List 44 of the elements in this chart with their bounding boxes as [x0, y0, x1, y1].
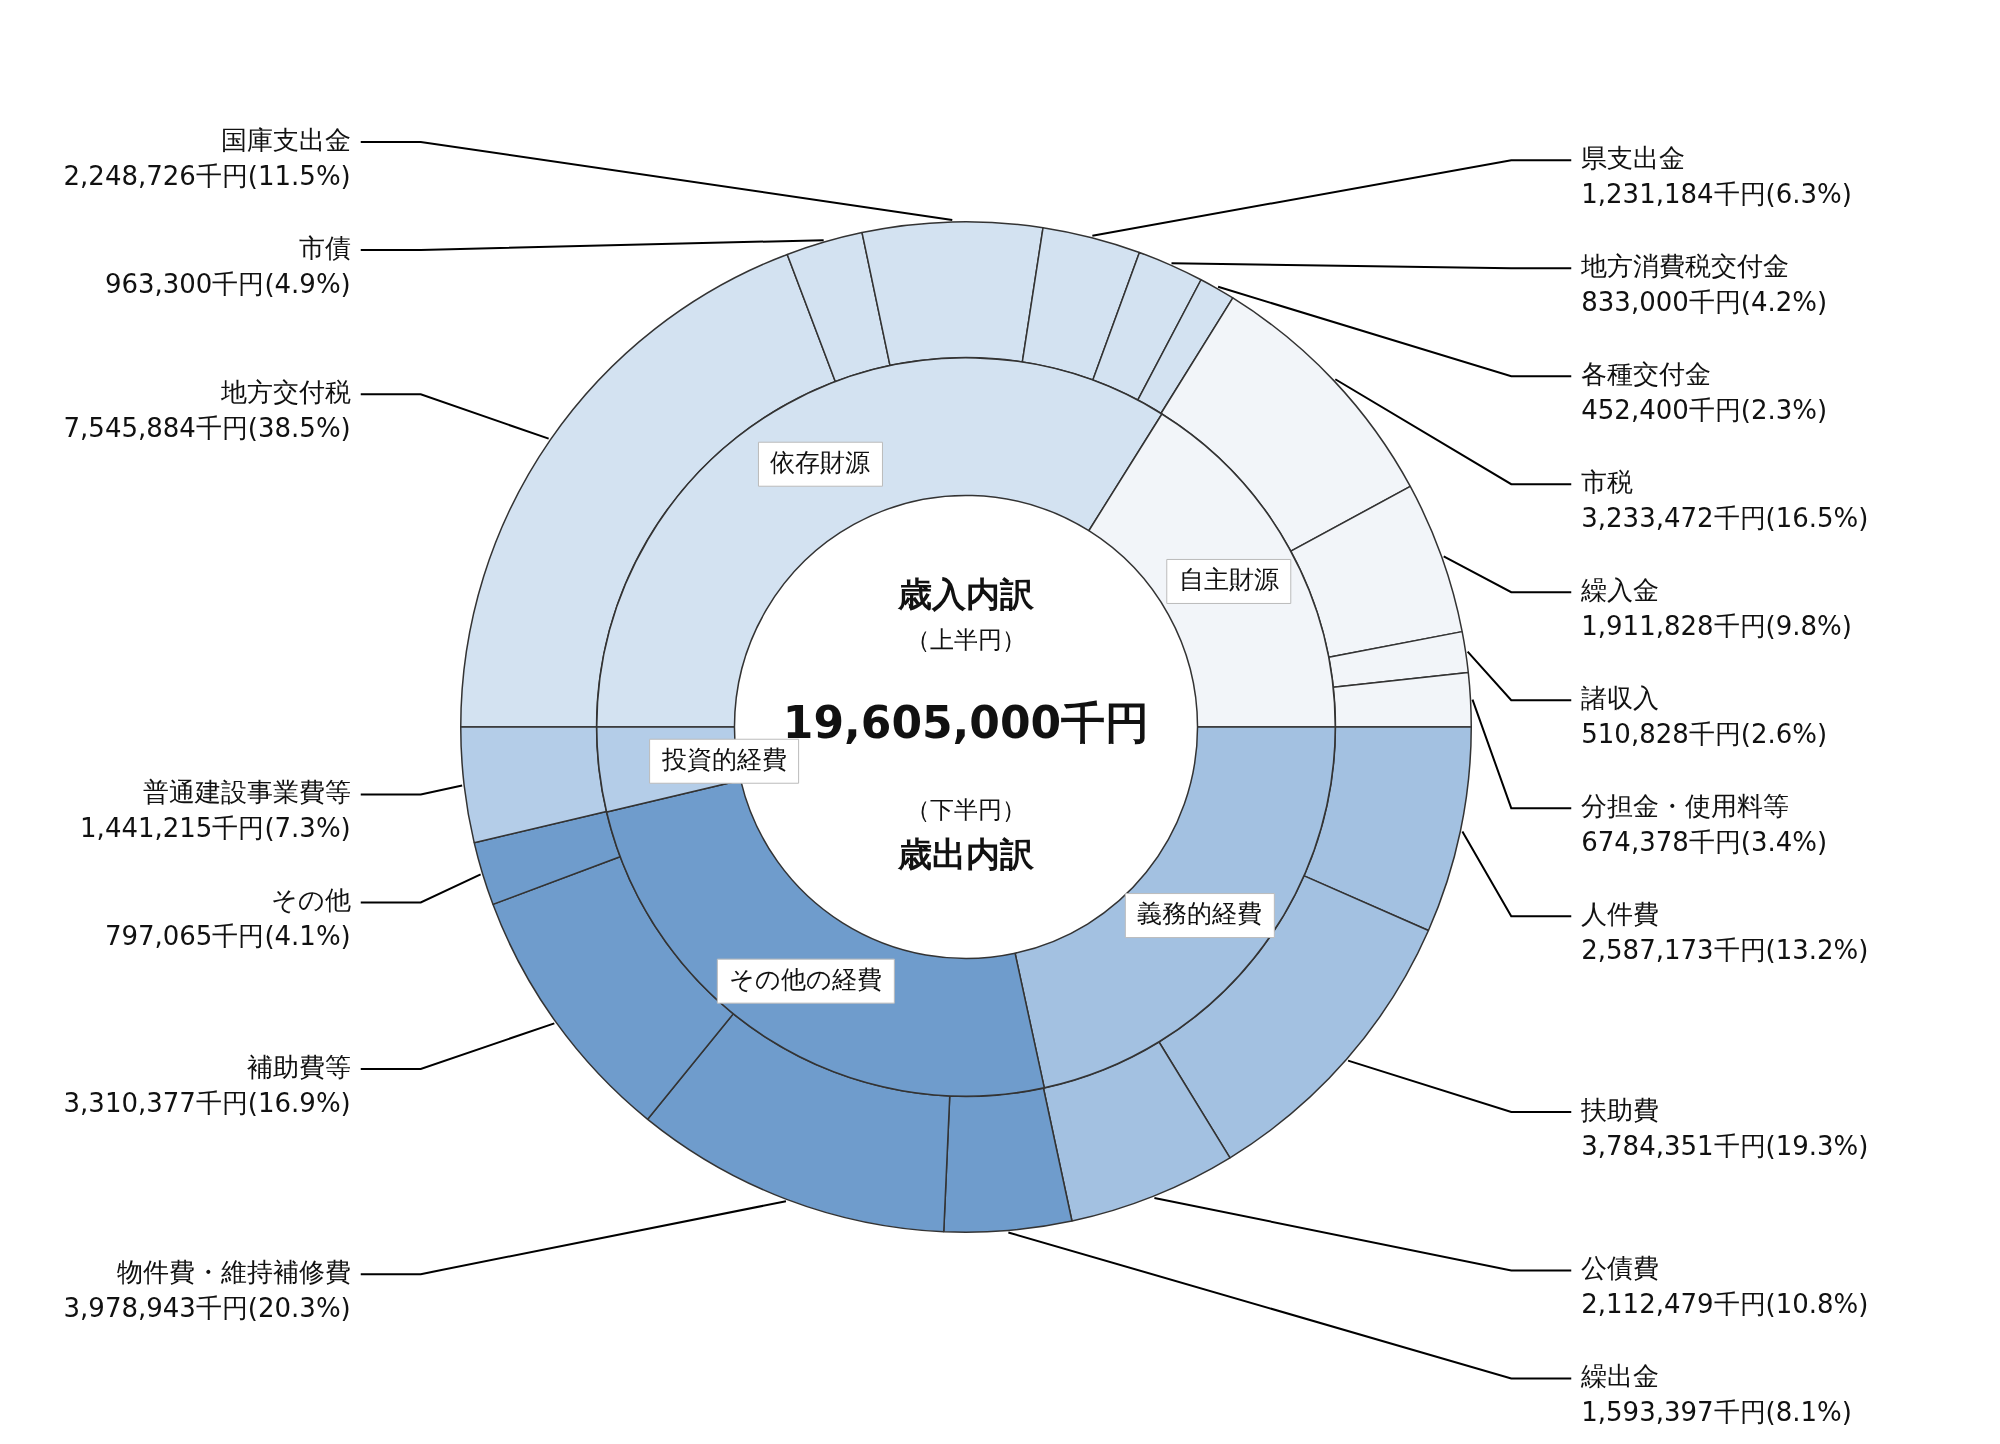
slice-label: 自主財源	[1178, 564, 1279, 594]
slice-label: 依存財源	[770, 447, 871, 477]
slice-label: 補助費等	[246, 1051, 351, 1082]
data-label: 7,545,884千円(38.5%)	[63, 413, 351, 444]
text: 歳入内訳	[897, 573, 1035, 614]
data-label: 674,378千円(3.4%)	[1581, 826, 1828, 857]
slice-label: 国庫支出金	[220, 124, 351, 155]
text: （下半円）	[906, 796, 1026, 825]
slice-label: 義務的経費	[1137, 899, 1263, 929]
slice-label: 地方消費税交付金	[1580, 250, 1790, 281]
slice-label: 県支出金	[1581, 142, 1686, 173]
data-label: 1,911,828千円(9.8%)	[1581, 610, 1852, 641]
data-label: 1,231,184千円(6.3%)	[1581, 178, 1852, 209]
data-label: 2,112,479千円(10.8%)	[1581, 1289, 1869, 1320]
slice-label: 各種交付金	[1581, 358, 1712, 389]
slice-label: 分担金・使用料等	[1581, 790, 1790, 821]
slice-label: その他	[270, 885, 351, 916]
data-label: 833,000千円(4.2%)	[1581, 286, 1828, 317]
slice-label: 普通建設事業費等	[142, 777, 351, 808]
slice-label: 諸収入	[1581, 682, 1660, 713]
data-label: 3,978,943千円(20.3%)	[63, 1292, 351, 1323]
slice-label: 地方交付税	[219, 377, 351, 408]
text: 歳出内訳	[897, 833, 1035, 874]
slice-label: その他の経費	[729, 964, 883, 994]
slice-label: 扶助費	[1580, 1094, 1660, 1125]
data-label: 3,310,377千円(16.9%)	[63, 1087, 351, 1118]
data-label: 797,065千円(4.1%)	[104, 921, 351, 952]
data-label: 510,828千円(2.6%)	[1581, 718, 1828, 749]
data-label: 1,593,397千円(8.1%)	[1581, 1397, 1852, 1428]
slice-label: 市債	[298, 232, 351, 263]
slice-label: 物件費・維持補修費	[116, 1256, 351, 1287]
slice-label: 繰入金	[1580, 574, 1660, 605]
data-label: 2,587,173千円(13.2%)	[1581, 934, 1869, 965]
slice-label: 繰出金	[1580, 1361, 1660, 1392]
slice-label: 人件費	[1581, 898, 1660, 929]
data-label: 2,248,726千円(11.5%)	[63, 160, 351, 191]
slice-label: 市税	[1581, 466, 1634, 497]
slice-label: 公債費	[1581, 1253, 1660, 1284]
data-label: 1,441,215千円(7.3%)	[80, 813, 351, 844]
data-label: 3,233,472千円(16.5%)	[1581, 502, 1869, 533]
text: （上半円）	[906, 626, 1026, 655]
data-label: 3,784,351千円(19.3%)	[1581, 1130, 1869, 1161]
data-label: 963,300千円(4.9%)	[104, 268, 351, 299]
data-label: 452,400千円(2.3%)	[1581, 394, 1828, 425]
